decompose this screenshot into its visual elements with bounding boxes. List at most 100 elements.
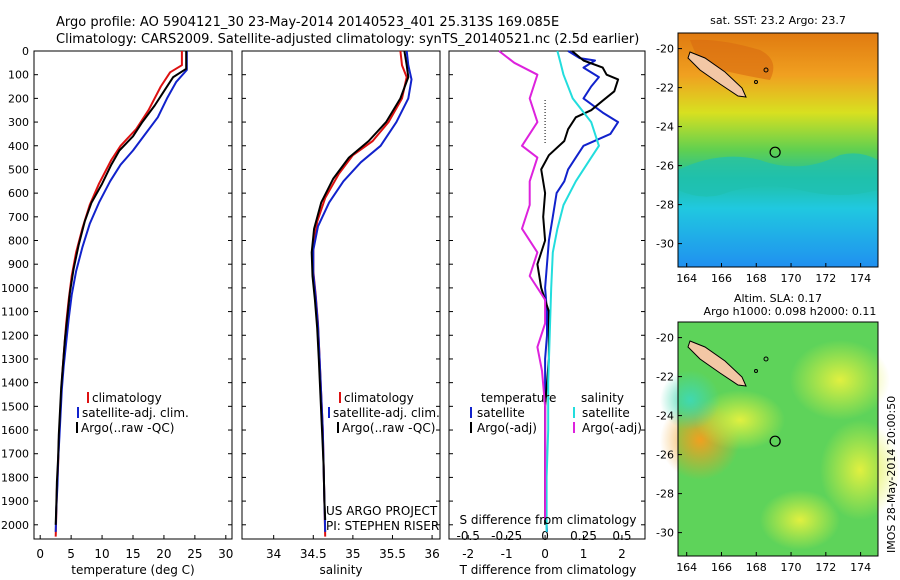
s-diff-tick-label: 0.25 xyxy=(570,529,597,543)
x-tick-label: 34.5 xyxy=(300,547,327,561)
sla-high-patch xyxy=(820,420,900,520)
salinity-legend: climatology satellite-adj. clim. Argo(..… xyxy=(326,391,440,533)
legend-label-argo: Argo(..raw -QC) xyxy=(342,421,435,435)
argo-location-marker xyxy=(769,435,781,447)
x-tick-label: -2 xyxy=(462,547,474,561)
series-line-climatology xyxy=(312,50,408,537)
x-tick-label: 0 xyxy=(36,547,44,561)
depth-tick-label: 800 xyxy=(8,235,29,248)
lon-tick-label: 164 xyxy=(676,272,697,285)
new-caledonia-island xyxy=(687,51,747,98)
depth-tick-label: 1800 xyxy=(1,471,29,484)
lon-tick-label: 170 xyxy=(781,561,802,574)
x-tick-label: 25 xyxy=(187,547,202,561)
lat-tick-label: -20 xyxy=(656,43,674,56)
s-diff-tick-label: 0 xyxy=(541,529,549,543)
t-difference-axis-label: T difference from climatology xyxy=(459,563,637,577)
lon-tick-label: 170 xyxy=(781,272,802,285)
depth-tick-label: 1700 xyxy=(1,448,29,461)
s-diff-tick-label: -0.5 xyxy=(457,529,480,543)
sst-map-frame xyxy=(677,32,879,268)
salinity-axis-label: salinity xyxy=(319,563,362,577)
legend-label-sat: satellite-adj. clim. xyxy=(333,406,440,420)
series-line-temperature-argo-adj- xyxy=(536,50,620,525)
sla-map-title: Altim. SLA: 0.17 xyxy=(734,292,822,305)
x-tick-label: 2 xyxy=(618,547,626,561)
lon-tick-label: 172 xyxy=(815,561,836,574)
x-tick-label: 36 xyxy=(424,547,439,561)
legend-label-s-argo: Argo(-adj) xyxy=(582,421,642,435)
temperature-legend: climatology satellite-adj. clim. Argo(..… xyxy=(76,391,189,435)
series-line-salinity-argo-adj- xyxy=(498,50,547,520)
lat-tick-label: -26 xyxy=(656,160,674,173)
x-tick-label: 5 xyxy=(67,547,75,561)
temperature-panel-frame xyxy=(33,50,233,540)
salinity-panel-frame xyxy=(241,50,441,540)
depth-tick-label: 2000 xyxy=(1,519,29,532)
legend-label-sat: satellite-adj. clim. xyxy=(82,406,189,420)
difference-panel-frame xyxy=(448,50,646,540)
x-tick-label: 34 xyxy=(266,547,281,561)
argo-location-marker xyxy=(769,146,781,158)
x-tick-label: 35.5 xyxy=(379,547,406,561)
x-tick-label: -1 xyxy=(501,547,513,561)
depth-axis: 0 100 200 300 400 500 600 700 800 900 1000 1100 1200… xyxy=(1,45,645,532)
lat-tick-label: -24 xyxy=(656,121,674,134)
legend-label-clim: climatology xyxy=(92,391,162,405)
header-line-1: Argo profile: AO 5904121_30 23-May-2014 … xyxy=(56,15,559,30)
lat-tick-label: -26 xyxy=(656,449,674,462)
temperature-plot: 0 5 10 15 20 25 30 xyxy=(36,51,233,561)
sst-field-band xyxy=(678,153,878,197)
depth-tick-label: 0 xyxy=(22,45,29,58)
lat-tick-label: -22 xyxy=(656,371,674,384)
lat-tick-label: -30 xyxy=(656,527,674,540)
series-line-salinity-satellite xyxy=(545,50,600,532)
depth-tick-label: 500 xyxy=(8,163,29,176)
lat-tick-label: -30 xyxy=(656,238,674,251)
x-tick-label: 0 xyxy=(541,547,549,561)
sla-map: Altim. SLA: 0.17 Argo h1000: 0.098 h2000… xyxy=(656,292,900,574)
pi-annotation: PI: STEPHEN RISER xyxy=(326,519,439,533)
depth-tick-label: 1300 xyxy=(1,353,29,366)
lat-tick-label: -24 xyxy=(656,410,674,423)
project-annotation: US ARGO PROJECT xyxy=(326,504,438,518)
lat-tick-label: -22 xyxy=(656,82,674,95)
x-tick-label: 15 xyxy=(125,547,140,561)
depth-tick-label: 200 xyxy=(8,92,29,105)
series-line-temperature-satellite xyxy=(544,50,620,532)
imos-timestamp: IMOS 28-May-2014 20:00:50 xyxy=(885,396,898,553)
lon-tick-label: 168 xyxy=(746,272,767,285)
s-diff-tick-label: -0.25 xyxy=(491,529,522,543)
depth-tick-label: 1900 xyxy=(1,495,29,508)
series-line-argo-raw-qc- xyxy=(310,50,410,521)
depth-tick-label: 1500 xyxy=(1,400,29,413)
x-tick-label: 30 xyxy=(218,547,233,561)
series-line-satellite-adj-clim- xyxy=(54,51,188,532)
small-island xyxy=(754,80,758,84)
lon-tick-label: 164 xyxy=(676,561,697,574)
depth-tick-label: 300 xyxy=(8,116,29,129)
depth-tick-label: 100 xyxy=(8,69,29,82)
x-tick-label: 10 xyxy=(94,547,109,561)
s-difference-axis-label: S difference from climatology xyxy=(460,513,637,527)
depth-tick-label: 1600 xyxy=(1,424,29,437)
depth-tick-label: 400 xyxy=(8,140,29,153)
header-line-2: Climatology: CARS2009. Satellite-adjuste… xyxy=(56,32,639,47)
difference-legend: temperature salinity satellite Argo(-adj… xyxy=(470,391,642,435)
x-tick-label: 35 xyxy=(345,547,360,561)
lon-tick-label: 172 xyxy=(815,272,836,285)
lon-tick-label: 174 xyxy=(850,561,871,574)
lat-tick-label: -28 xyxy=(656,488,674,501)
small-island xyxy=(763,356,769,362)
depth-tick-label: 900 xyxy=(8,258,29,271)
s-diff-tick-label: 0.5 xyxy=(612,529,631,543)
new-caledonia-island xyxy=(687,340,747,387)
legend-label-s-sat: satellite xyxy=(582,406,630,420)
x-tick-label: 1 xyxy=(580,547,588,561)
small-island xyxy=(754,369,758,373)
lon-tick-label: 166 xyxy=(711,561,732,574)
depth-tick-label: 1400 xyxy=(1,377,29,390)
lon-tick-label: 168 xyxy=(746,561,767,574)
difference-plot: -2 -1 0 1 2 -0.5 -0.25 0 0.25 0.5 xyxy=(457,50,631,561)
sla-map-axes: 164 166 168 170 172 174 -20 -22 -24 -26 -28 -30 xyxy=(656,332,871,574)
